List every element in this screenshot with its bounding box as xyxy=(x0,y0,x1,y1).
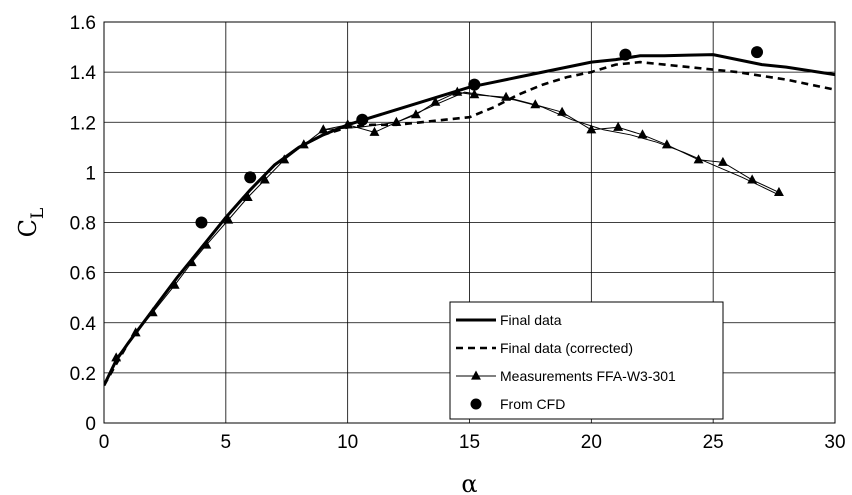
legend: Final data Final data (corrected) Measurem… xyxy=(449,301,724,420)
measurement-point xyxy=(774,186,784,196)
x-tick-label: 10 xyxy=(337,432,358,453)
measurement-point xyxy=(747,174,758,184)
cfd-point xyxy=(356,113,369,126)
measurement-point xyxy=(557,106,568,116)
legend-label: Final data (corrected) xyxy=(500,340,633,356)
measurement-point xyxy=(342,119,353,129)
x-tick-labels: 0 5 10 15 20 25 30 xyxy=(99,432,846,453)
measurement-point xyxy=(586,124,597,134)
measurement-point xyxy=(452,86,463,96)
measurement-point xyxy=(613,121,624,131)
cfd-point xyxy=(468,78,481,91)
measurement-point xyxy=(501,91,511,101)
x-tick-label: 20 xyxy=(581,432,602,453)
measurement-point xyxy=(147,307,158,317)
measurement-point xyxy=(391,116,402,126)
x-tick-label: 30 xyxy=(824,432,845,453)
legend-entry: Final data xyxy=(456,312,562,328)
measurement-point xyxy=(259,174,270,184)
y-tick-label: 1.2 xyxy=(70,113,96,134)
x-axis-label: α xyxy=(461,470,477,495)
measurement-point xyxy=(410,109,421,119)
measurement-point xyxy=(318,124,329,134)
measurement-point xyxy=(279,154,290,164)
y-tick-label: 0.8 xyxy=(70,214,96,235)
y-axis-label-text: CL xyxy=(14,208,48,238)
legend-swatch-triangle xyxy=(471,370,481,380)
measurement-point xyxy=(717,156,728,166)
cfd-point xyxy=(244,171,257,184)
measurement-point xyxy=(201,239,212,249)
corrected-data-line xyxy=(104,60,835,387)
measurement-point xyxy=(661,139,672,149)
legend-entry: From CFD xyxy=(470,396,565,412)
y-tick-label: 1.6 xyxy=(70,13,96,34)
plot-frame xyxy=(103,21,836,424)
y-tick-label: 0 xyxy=(85,414,96,435)
y-tick-labels: 0 0.2 0.4 0.6 0.8 1 1.2 1.4 1.6 xyxy=(70,13,97,435)
measurement-point xyxy=(369,126,380,136)
cfd-point xyxy=(751,46,764,59)
y-tick-label: 1 xyxy=(85,163,96,184)
measurement-point xyxy=(298,139,309,149)
y-tick-label: 0.6 xyxy=(70,264,96,285)
series-layer xyxy=(104,46,835,387)
measurement-point xyxy=(530,99,541,109)
legend-entry: Measurements FFA-W3-301 xyxy=(456,368,676,384)
cfd-point xyxy=(195,216,208,229)
legend-entry: Final data (corrected) xyxy=(456,340,633,356)
x-tick-label: 15 xyxy=(459,432,480,453)
legend-entries: Final data Final data (corrected) Measurem… xyxy=(456,312,676,412)
measurement-trace-line xyxy=(323,91,780,196)
y-tick-label: 0.4 xyxy=(70,314,97,335)
legend-label: From CFD xyxy=(500,396,565,412)
x-tick-label: 0 xyxy=(99,432,110,453)
legend-label: Final data xyxy=(500,312,562,328)
measurement-point xyxy=(130,327,141,337)
legend-swatch-circle xyxy=(470,398,482,410)
measurement-point xyxy=(242,191,253,202)
x-tick-label: 5 xyxy=(221,432,232,453)
measurement-point xyxy=(637,129,648,139)
measurement-point xyxy=(223,214,234,224)
cfd-point xyxy=(619,48,632,61)
measurement-point xyxy=(186,257,197,267)
measurement-point xyxy=(469,89,480,99)
measurement-point xyxy=(169,279,180,289)
measurement-point xyxy=(430,96,441,106)
measurement-point xyxy=(111,352,122,362)
y-axis-label: CL xyxy=(14,208,48,238)
y-tick-label: 0.2 xyxy=(70,364,96,385)
measurement-point xyxy=(693,154,704,164)
x-tick-label: 25 xyxy=(703,432,724,453)
legend-label: Measurements FFA-W3-301 xyxy=(500,368,676,384)
y-tick-label: 1.4 xyxy=(70,63,97,84)
